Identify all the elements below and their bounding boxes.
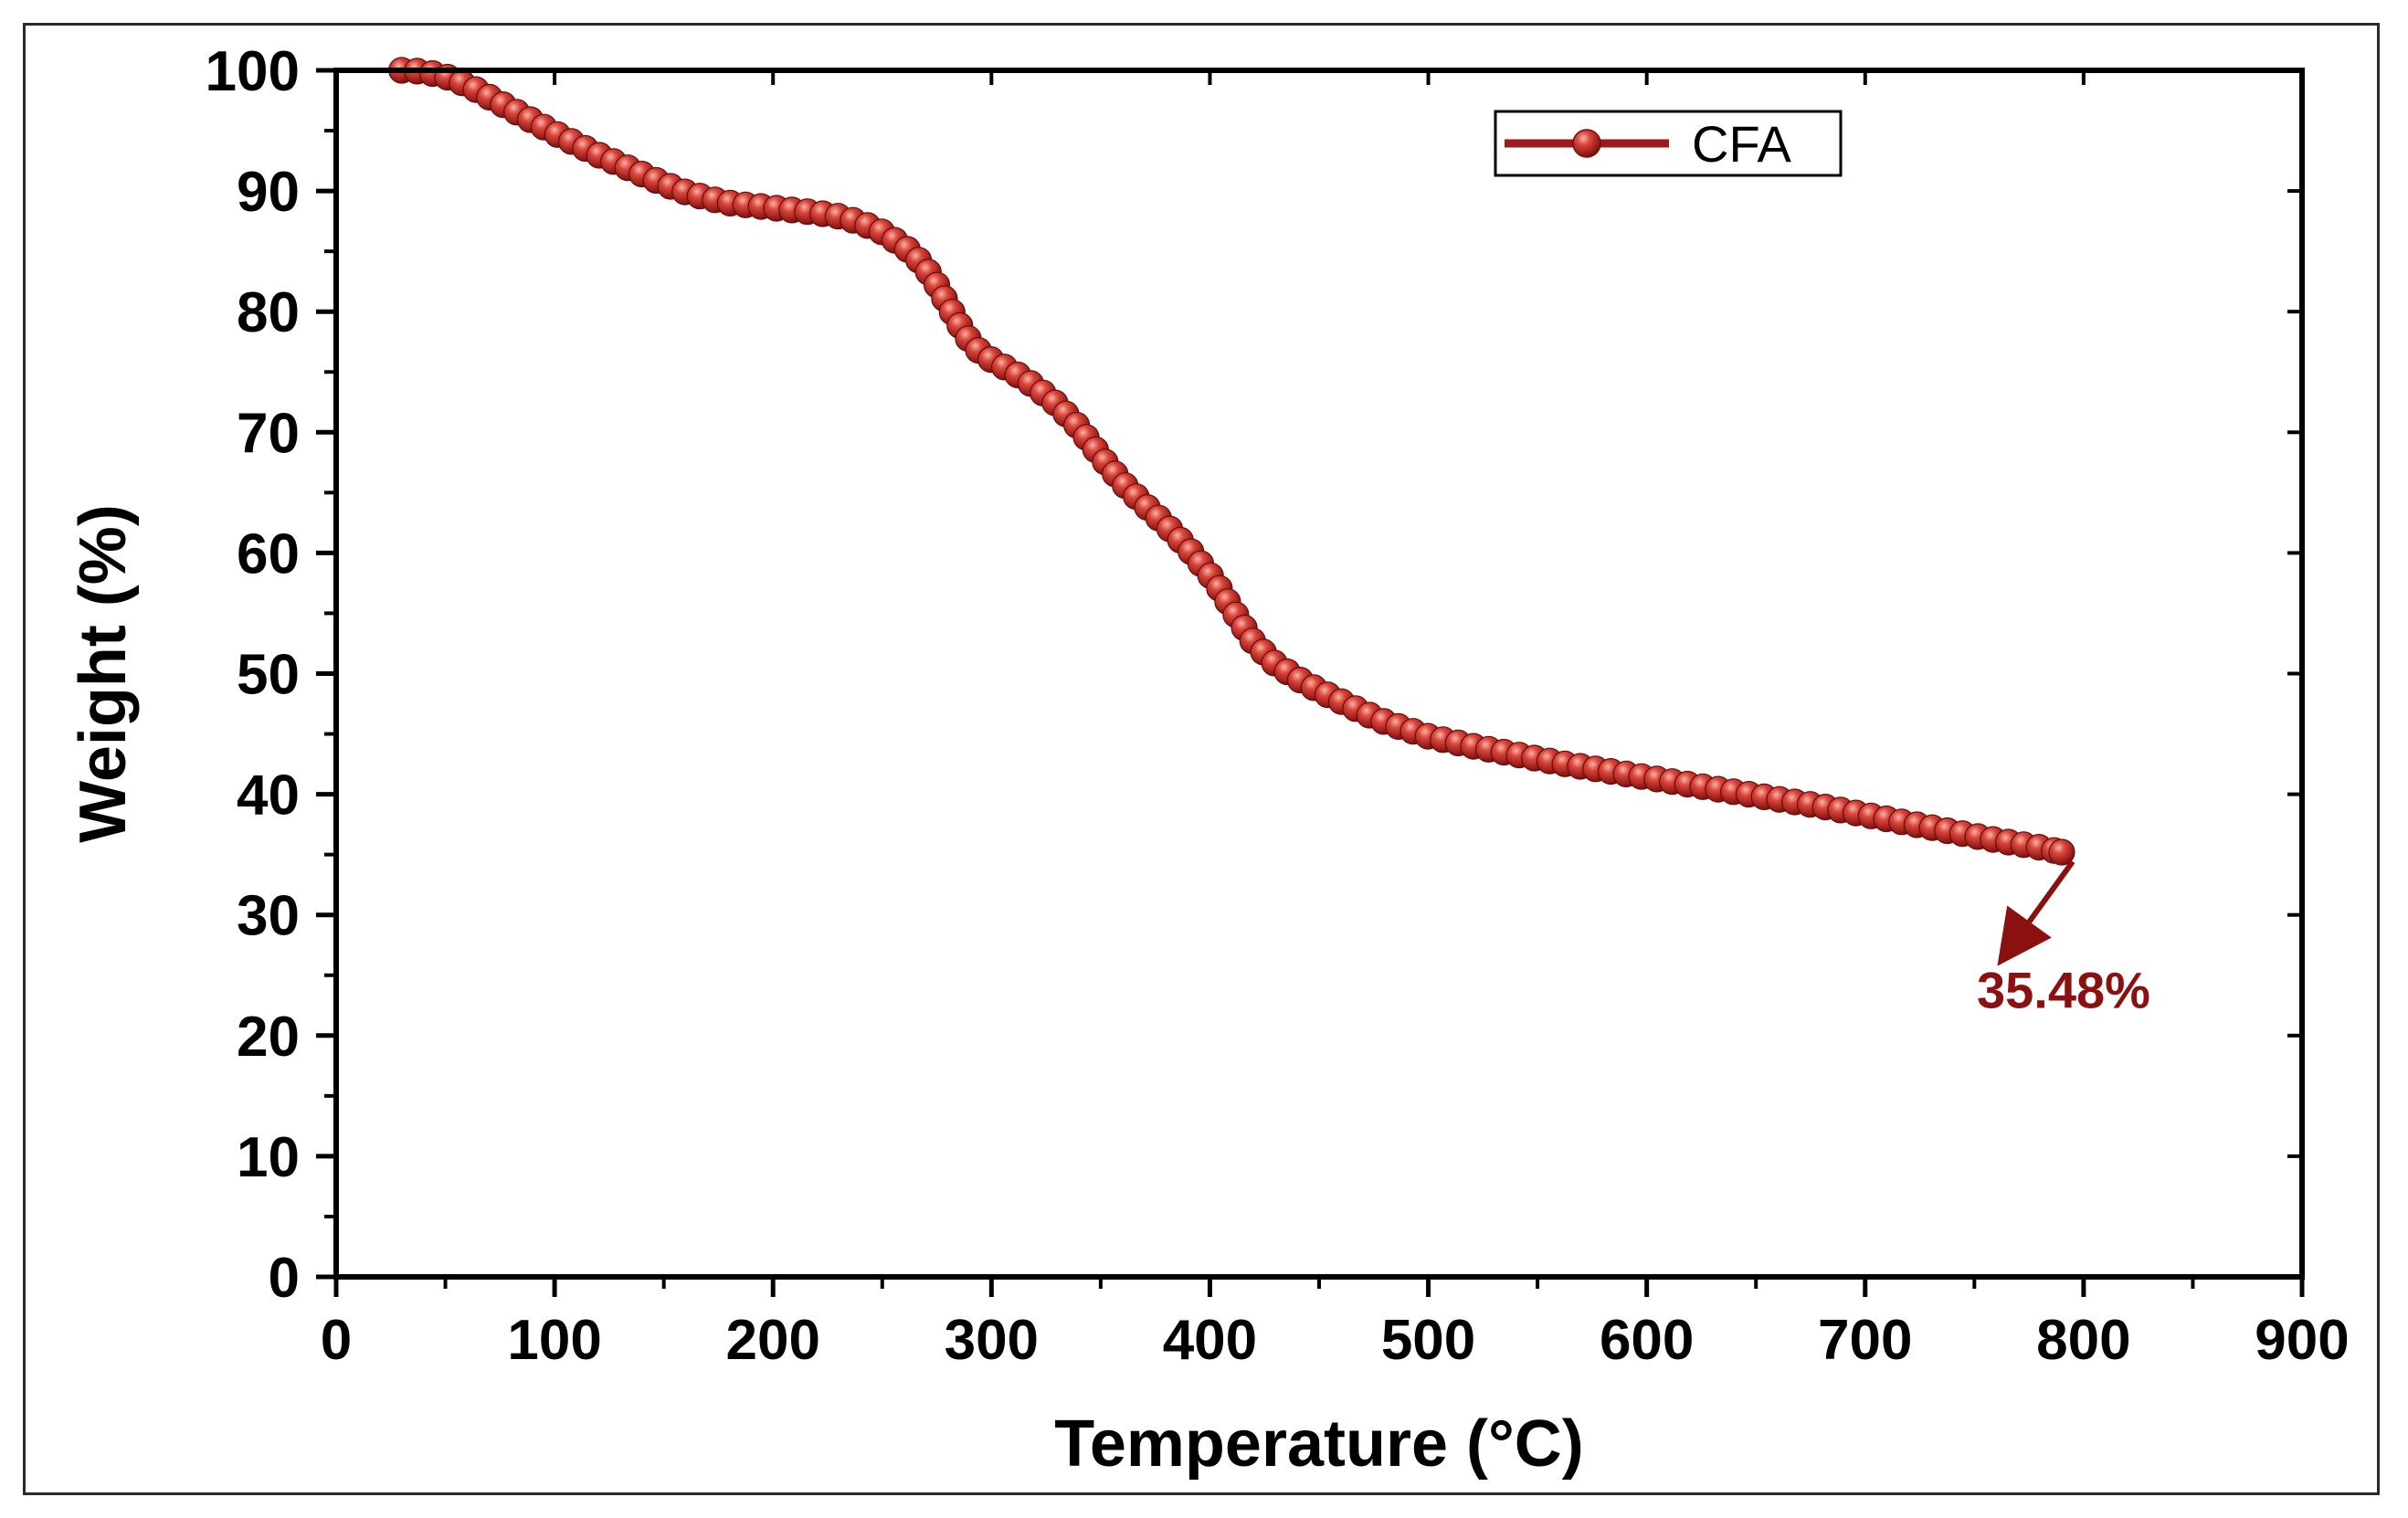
x-tick-label: 700 <box>1818 1309 1912 1372</box>
y-tick-label: 0 <box>269 1247 300 1310</box>
x-tick-label: 200 <box>725 1309 819 1372</box>
series-cfa <box>388 57 2075 866</box>
y-tick-label: 10 <box>237 1126 300 1189</box>
plot-area-frame <box>333 68 2305 1280</box>
annotation-arrow <box>1997 859 2075 966</box>
y-tick-label: 90 <box>237 161 300 224</box>
annotation-final-weight: 35.48% <box>1977 961 2150 1018</box>
legend-swatch-marker <box>1572 129 1601 158</box>
legend: CFA <box>1494 110 1843 177</box>
y-tick-label: 70 <box>237 402 300 465</box>
y-tick-label: 50 <box>237 644 300 707</box>
y-tick-label: 40 <box>237 764 300 828</box>
x-tick-label: 0 <box>321 1309 352 1372</box>
x-tick-label: 800 <box>2036 1309 2130 1372</box>
y-tick-label: 80 <box>237 281 300 344</box>
legend-label-cfa: CFA <box>1692 115 1792 173</box>
y-tick-label: 100 <box>206 40 300 103</box>
figure-border <box>23 23 2380 1495</box>
x-tick-label: 600 <box>1600 1309 1694 1372</box>
x-tick-label: 900 <box>2255 1309 2349 1372</box>
x-tick-label: 400 <box>1163 1309 1257 1372</box>
y-tick-label: 60 <box>237 522 300 585</box>
x-axis-title: Temperature (°C) <box>1054 1407 1584 1481</box>
y-axis-title: Weight (%) <box>67 504 140 843</box>
data-point <box>2048 838 2075 866</box>
x-tick-label: 500 <box>1381 1309 1475 1372</box>
y-tick-label: 30 <box>237 885 300 948</box>
x-tick-label: 100 <box>507 1309 601 1372</box>
axis-tick-labels: 0 100 200 300 400 500 600 700 800 900 0 10 20 30 40 50 6… <box>206 40 2350 1372</box>
y-tick-label: 20 <box>237 1006 300 1069</box>
x-tick-label: 300 <box>945 1309 1039 1372</box>
